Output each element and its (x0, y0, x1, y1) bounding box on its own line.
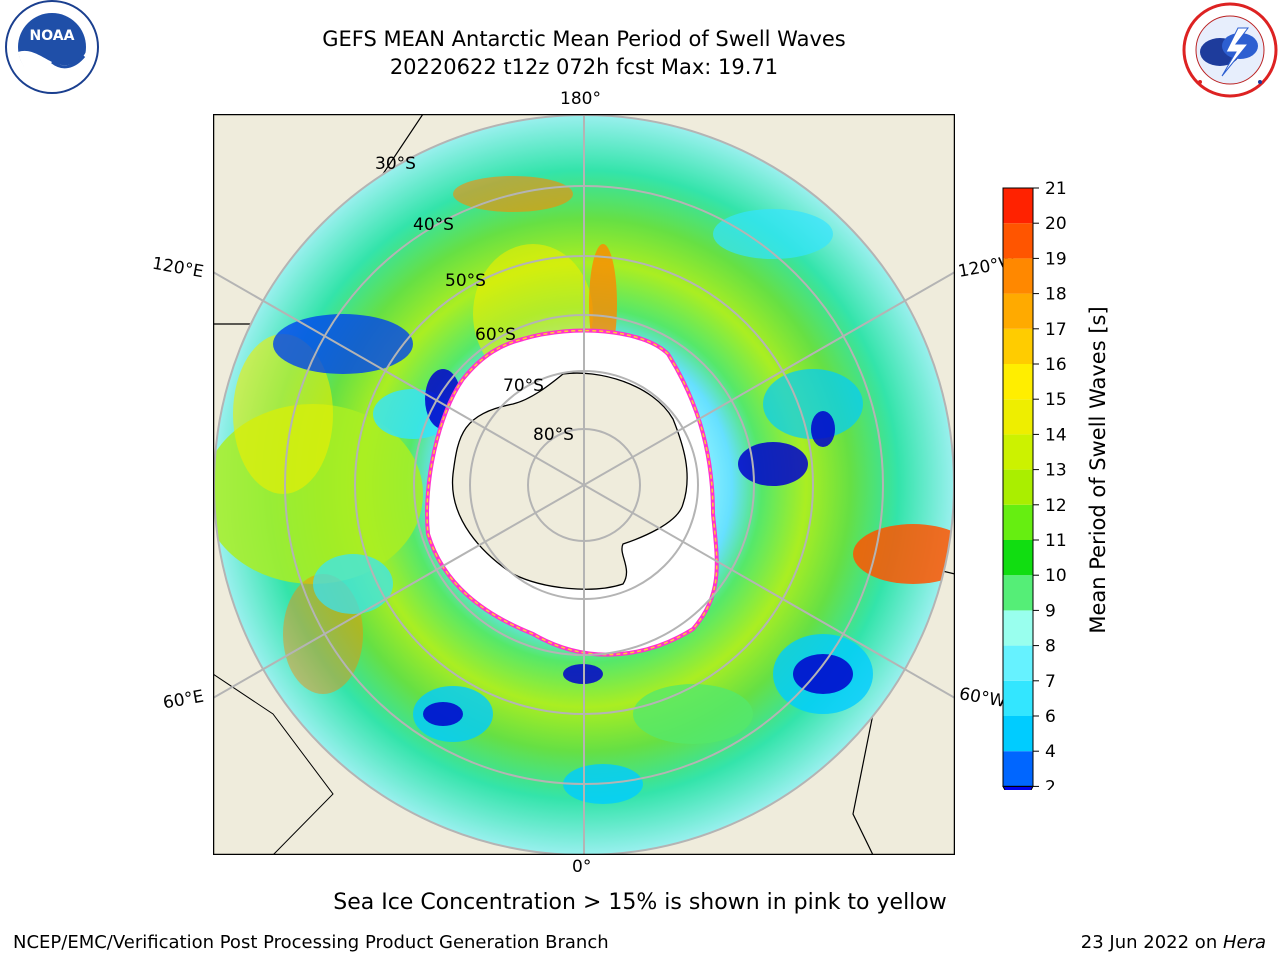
colorbar-cell (1003, 504, 1033, 540)
colorbar-tick-label: 16 (1045, 355, 1067, 375)
colorbar-cell (1003, 716, 1033, 752)
colorbar-cell (1003, 293, 1033, 329)
colorbar-label: Mean Period of Swell Waves [s] (1086, 306, 1110, 634)
colorbar-tick-label: 10 (1045, 566, 1067, 586)
nws-logo (1182, 2, 1278, 98)
colorbar-cell (1003, 188, 1033, 224)
lon-label-120e: 120°E (150, 253, 206, 283)
sea-ice-caption: Sea Ice Concentration > 15% is shown in … (333, 890, 947, 915)
lon-label-180: 180° (560, 89, 601, 109)
footer-branch: NCEP/EMC/Verification Post Processing Pr… (13, 932, 609, 953)
colorbar-tick-label: 4 (1045, 742, 1056, 762)
colorbar-cell (1003, 223, 1033, 259)
colorbar-cell (1003, 399, 1033, 435)
colorbar-tick-label: 8 (1045, 637, 1056, 657)
colorbar-tick-label: 18 (1045, 285, 1067, 305)
lat-label-50s: 50°S (445, 271, 486, 291)
footer-machine: Hera (1222, 932, 1266, 953)
lat-label-80s: 80°S (533, 425, 574, 445)
lon-label-0: 0° (572, 857, 592, 877)
footer-date: 23 Jun 2022 on Hera (1080, 932, 1266, 953)
map-title: GEFS MEAN Antarctic Mean Period of Swell… (322, 27, 846, 51)
colorbar-tick-label: 19 (1045, 249, 1067, 269)
lat-label-70s: 70°S (503, 376, 544, 396)
colorbar-cell (1003, 434, 1033, 470)
colorbar-tick-label: 7 (1045, 672, 1056, 692)
noaa-logo: NOAA (5, 0, 99, 94)
noaa-logo-text: NOAA (30, 28, 75, 44)
colorbar-tick-label: 11 (1045, 531, 1067, 551)
colorbar-cell (1003, 328, 1033, 364)
colorbar-cell (1003, 751, 1033, 787)
colorbar-cell (1003, 575, 1033, 611)
lon-label-60e: 60°E (161, 686, 206, 714)
colorbar-tick-label: 6 (1045, 707, 1056, 727)
colorbar-cell (1003, 645, 1033, 681)
map-subtitle: 20220622 t12z 072h fcst Max: 19.71 (389, 55, 779, 79)
antarctica-land (451, 372, 688, 590)
lat-label-40s: 40°S (413, 215, 454, 235)
map-frame (213, 114, 955, 855)
colorbar-tick-label: 13 (1045, 461, 1067, 481)
colorbar-cell (1003, 364, 1033, 400)
lat-label-30s: 30°S (375, 154, 416, 174)
colorbar-tick-label: 2 (1045, 777, 1056, 790)
colorbar: 2 4 6 7 8 9 10 11 12 13 14 15 16 17 18 19 20 21 (1002, 180, 1067, 790)
colorbar-tick-label: 12 (1045, 496, 1067, 516)
colorbar-cell (1003, 540, 1033, 576)
colorbar-tick-label: 21 (1045, 180, 1067, 199)
colorbar-cell (1003, 469, 1033, 505)
colorbar-tick-label: 15 (1045, 390, 1067, 410)
colorbar-tick-label: 17 (1045, 320, 1067, 340)
colorbar-frame (1002, 187, 1034, 787)
colorbar-cell (1003, 680, 1033, 716)
colorbar-tick-label: 9 (1045, 601, 1056, 621)
lat-label-60s: 60°S (475, 325, 516, 345)
colorbar-tick-label: 20 (1045, 214, 1067, 234)
polar-map: 30°S 40°S 50°S 60°S 70°S 80°S (213, 114, 955, 855)
colorbar-cell (1003, 610, 1033, 646)
colorbar-cell (1003, 258, 1033, 294)
colorbar-tick-label: 14 (1045, 425, 1067, 445)
colorbar-extend-arrow (1002, 785, 1034, 790)
